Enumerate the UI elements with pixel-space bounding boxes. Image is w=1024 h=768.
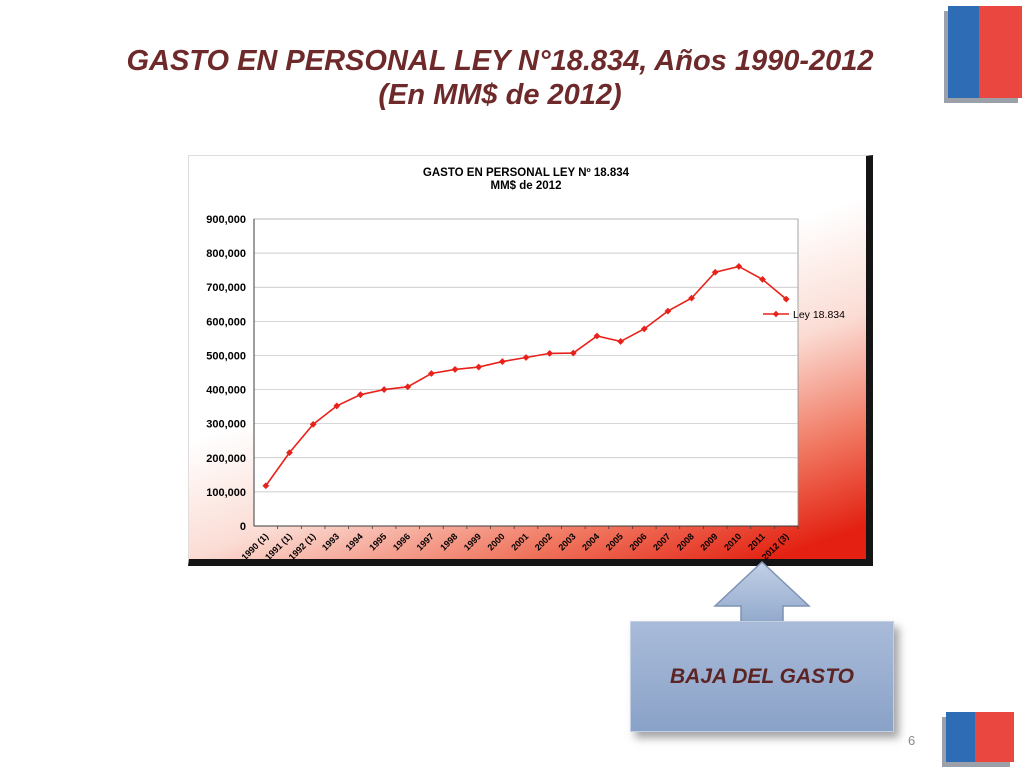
svg-text:800,000: 800,000 xyxy=(206,248,246,260)
svg-text:2003: 2003 xyxy=(556,531,577,552)
svg-text:2012 (3): 2012 (3) xyxy=(760,531,791,559)
svg-text:2000: 2000 xyxy=(486,531,507,552)
flag-blue-bar xyxy=(948,6,980,98)
block-arrow-up-icon xyxy=(713,560,811,630)
svg-text:100,000: 100,000 xyxy=(206,487,246,499)
svg-text:2011: 2011 xyxy=(746,531,767,552)
legend: Ley 18.834 xyxy=(763,309,845,321)
y-axis-labels: 0 100,000 200,000 300,000 400,000 500,000 600,… xyxy=(206,214,246,533)
page-number: 6 xyxy=(908,733,916,748)
svg-text:0: 0 xyxy=(240,521,246,533)
svg-text:2001: 2001 xyxy=(509,531,530,552)
plot-area xyxy=(253,218,799,527)
slide-title-line1: GASTO EN PERSONAL LEY N°18.834, Años 199… xyxy=(126,45,874,77)
svg-text:1994: 1994 xyxy=(344,531,365,552)
flag-blue-bar xyxy=(946,712,975,762)
svg-text:600,000: 600,000 xyxy=(206,316,246,328)
legend-label: Ley 18.834 xyxy=(793,309,845,321)
block-arrow-shape xyxy=(713,560,811,630)
chart-canvas: 0 100,000 200,000 300,000 400,000 500,000 600,… xyxy=(206,167,845,559)
svg-text:1997: 1997 xyxy=(415,531,436,552)
series-markers xyxy=(262,263,790,490)
slide-title-line2: (En MM$ de 2012) xyxy=(378,79,622,111)
svg-text:2002: 2002 xyxy=(533,531,554,552)
svg-text:2010: 2010 xyxy=(722,531,743,552)
chart-subtitle: MM$ de 2012 xyxy=(491,180,562,192)
chart: 0 100,000 200,000 300,000 400,000 500,000 600,… xyxy=(188,155,873,566)
slide-title: GASTO EN PERSONAL LEY N°18.834, Años 199… xyxy=(0,44,1000,112)
svg-text:500,000: 500,000 xyxy=(206,350,246,362)
callout-label: BAJA DEL GASTO xyxy=(670,664,854,688)
svg-text:2008: 2008 xyxy=(675,531,696,552)
svg-text:2006: 2006 xyxy=(627,531,648,552)
svg-text:1999: 1999 xyxy=(462,531,483,552)
chile-flag-icon xyxy=(948,6,1022,98)
svg-text:2009: 2009 xyxy=(698,531,719,552)
svg-text:2005: 2005 xyxy=(604,531,625,552)
svg-text:2007: 2007 xyxy=(651,531,672,552)
svg-text:400,000: 400,000 xyxy=(206,385,246,397)
callout-box: BAJA DEL GASTO xyxy=(630,621,894,732)
chart-title: GASTO EN PERSONAL LEY Nº 18.834 xyxy=(423,167,630,179)
flag-red-bar xyxy=(979,6,1022,98)
svg-text:1992 (1): 1992 (1) xyxy=(287,531,318,559)
svg-text:1998: 1998 xyxy=(438,531,459,552)
svg-text:2004: 2004 xyxy=(580,531,601,552)
chile-flag-icon xyxy=(946,712,1014,762)
x-axis-labels: 1990 (1)1991 (1)1992 (1) 1993 1994 1995 1996… xyxy=(239,526,799,559)
svg-text:700,000: 700,000 xyxy=(206,282,246,294)
svg-text:1995: 1995 xyxy=(367,531,388,552)
svg-text:1993: 1993 xyxy=(320,531,341,552)
svg-text:300,000: 300,000 xyxy=(206,419,246,431)
svg-text:1996: 1996 xyxy=(391,531,412,552)
flag-red-bar xyxy=(974,712,1014,762)
svg-text:900,000: 900,000 xyxy=(206,214,246,226)
svg-text:200,000: 200,000 xyxy=(206,453,246,465)
